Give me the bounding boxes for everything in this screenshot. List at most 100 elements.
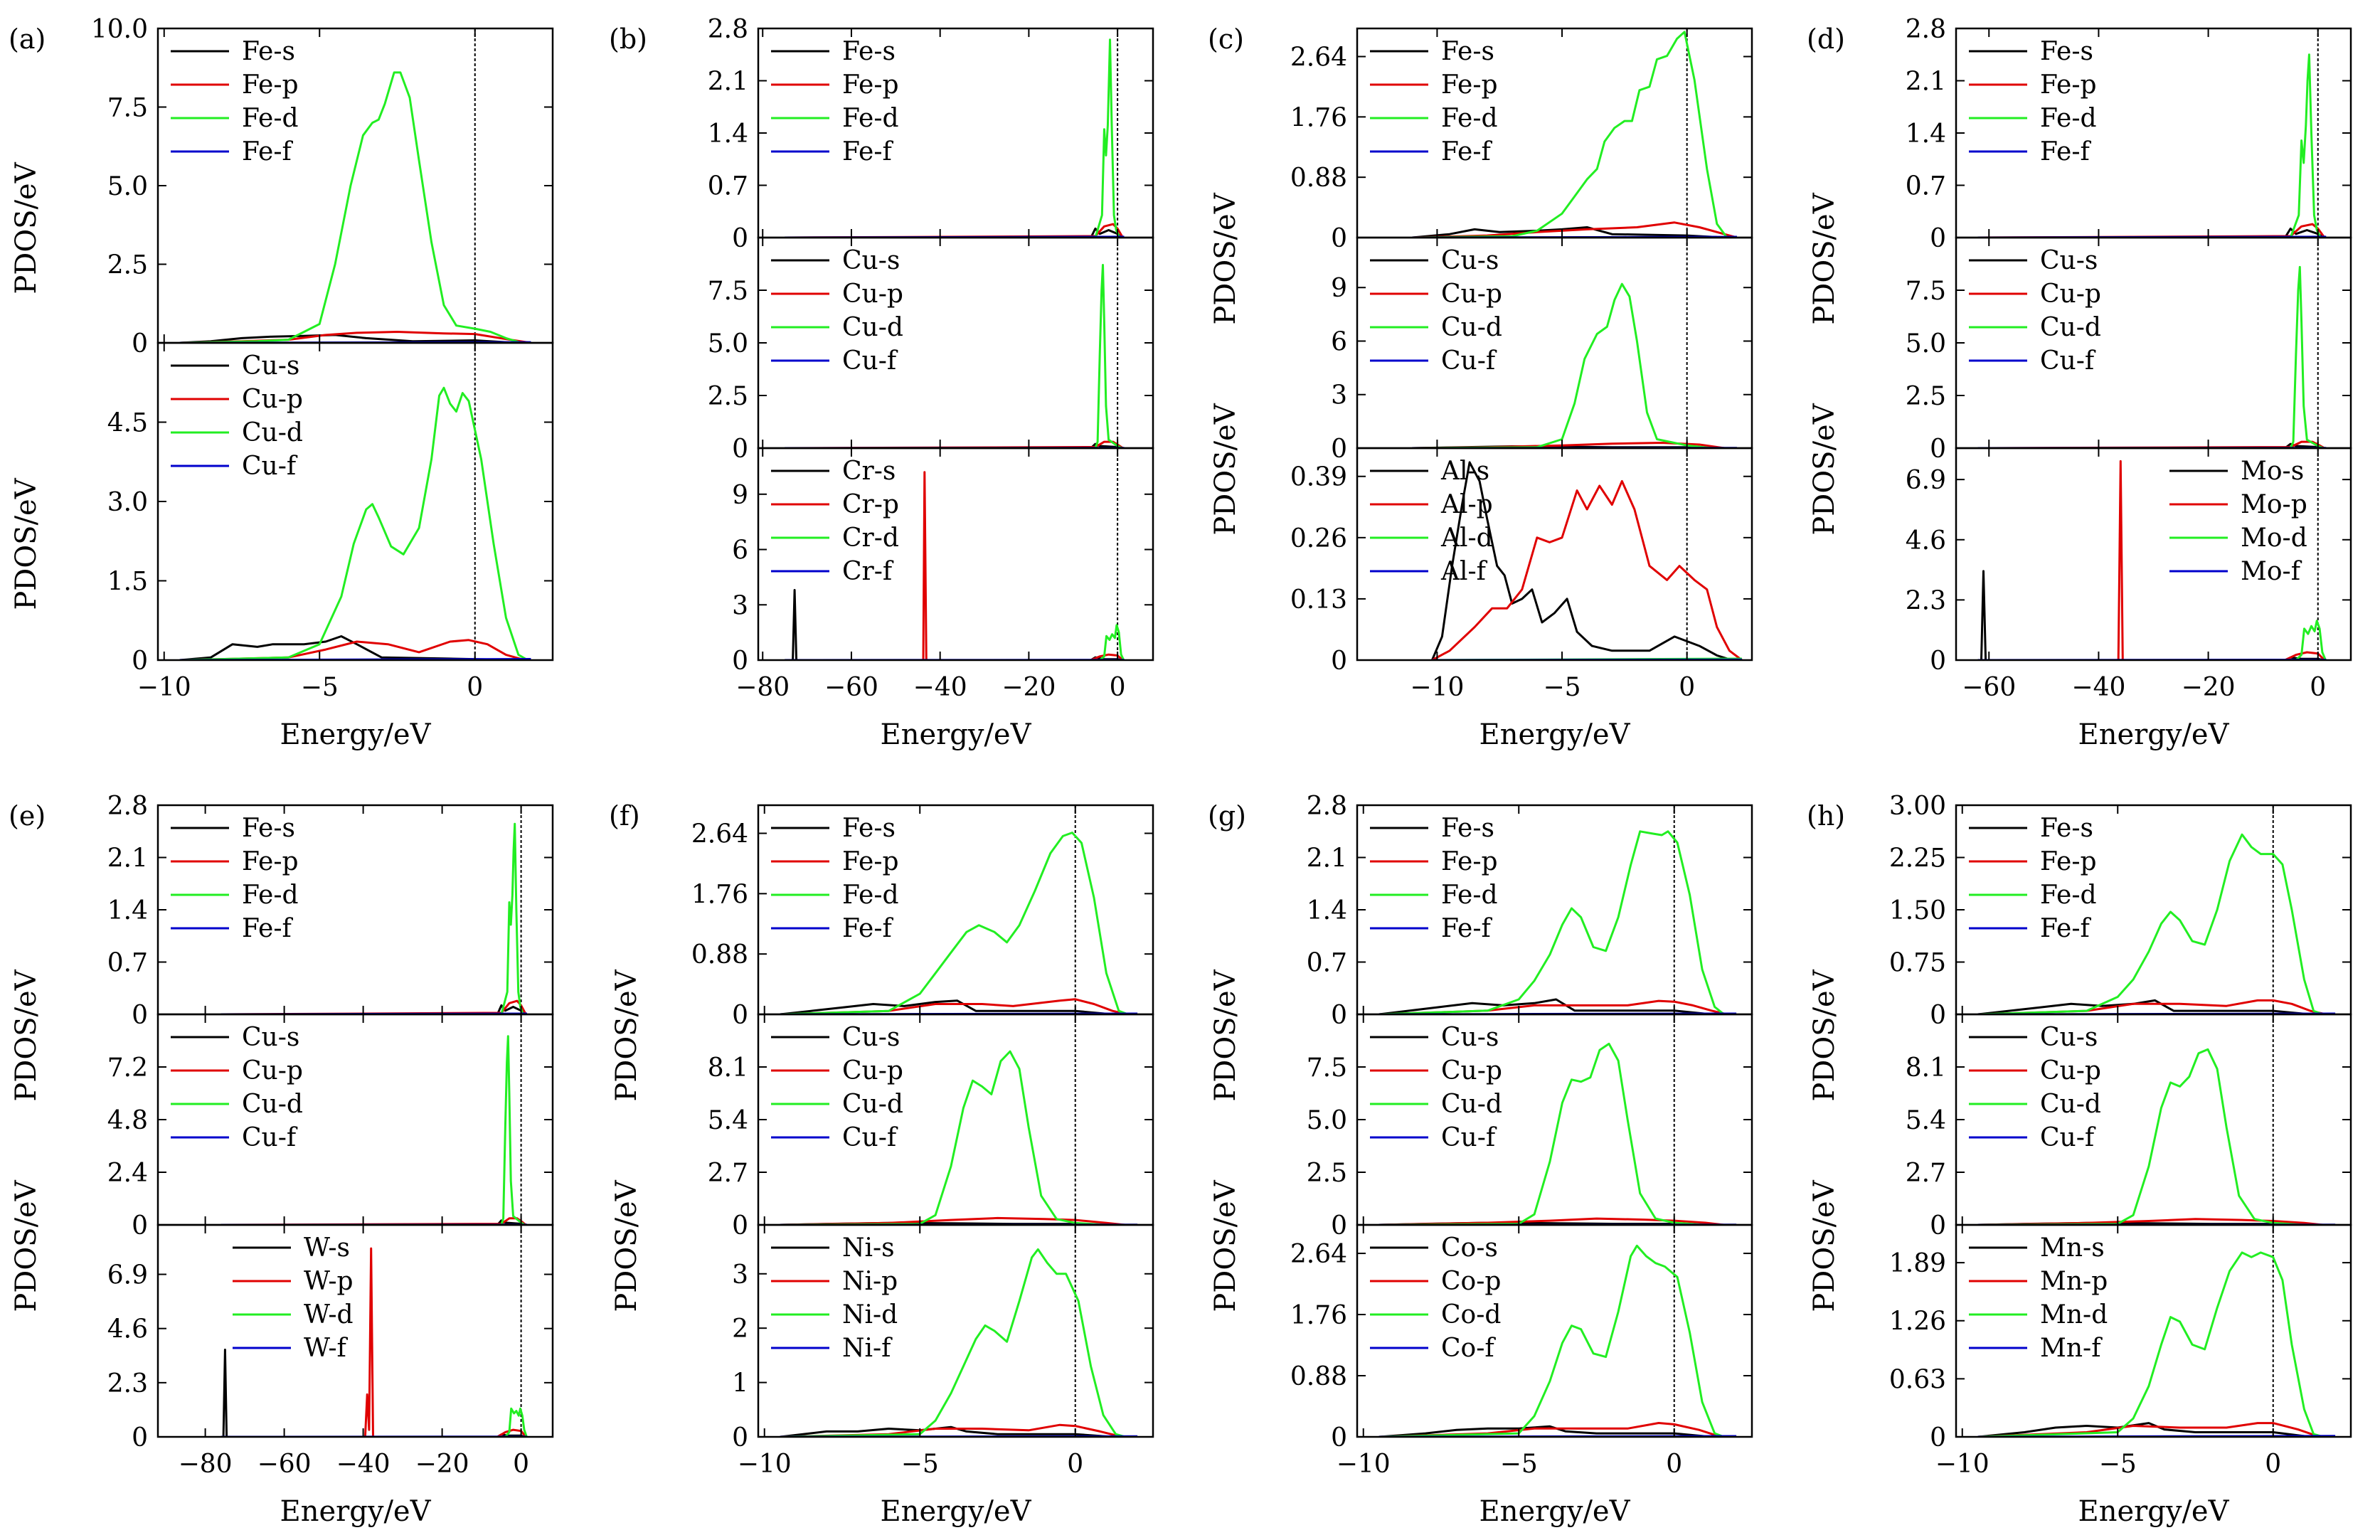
legend-label: Cu-f [242, 452, 298, 481]
subplot-frame [156, 804, 554, 1016]
y-tick-label: 5.4 [708, 1106, 748, 1135]
panel-label: (d) [1807, 23, 1845, 55]
legend-label: Mo-p [2241, 490, 2307, 519]
subplot-al: 0 0.13 0.26 0.39 Al-s Al-p Al-d Al-f [1290, 447, 1753, 676]
y-tick-label: 5.4 [1906, 1106, 1946, 1135]
subplot-frame [1955, 447, 2352, 662]
y-axis-label: PDOS/eV [1209, 403, 1242, 535]
y-axis-label: PDOS/eV [610, 969, 643, 1101]
subplot-fe: 0 0.7 1.4 2.1 2.8 Fe-s Fe-p Fe-d Fe-f [1906, 15, 2352, 253]
legend-label: Mo-s [2241, 457, 2304, 486]
y-axis-label: PDOS/eV [10, 477, 43, 610]
subplot-mn: 0 0.63 1.26 1.89 Mn-s Mn-p Mn-d Mn-f [1889, 1223, 2352, 1453]
y-tick-label: 0 [132, 1001, 148, 1030]
series-line-fe-d [221, 822, 524, 1014]
legend-label: Cr-s [842, 457, 896, 486]
series-line-cu-d [1412, 282, 1712, 448]
subplot-frame [156, 27, 554, 344]
subplot-fe: 0 0.7 1.4 2.1 2.8 Fe-s Fe-p Fe-d Fe-f [708, 15, 1154, 253]
y-tick-label: 0 [1331, 1423, 1347, 1453]
series-line-fe-p [1378, 999, 1728, 1014]
x-tick-label: −10 [1935, 1450, 1989, 1479]
y-tick-label: 0 [132, 329, 148, 359]
series-line-fe-p [1977, 223, 2326, 238]
series-line-al-p [1431, 479, 1743, 660]
legend-label: Fe-p [242, 70, 299, 100]
y-tick-label: 5.0 [708, 329, 748, 359]
legend-label: Cu-s [1441, 1023, 1499, 1052]
legend-label: Fe-f [242, 914, 293, 943]
subplot-frame [757, 804, 1154, 1016]
legend-label: Fe-s [842, 37, 896, 66]
legend-label: Cu-f [2040, 1123, 2096, 1152]
subplot-cr: 0 3 6 9 Cr-s Cr-p Cr-d Cr-f [732, 447, 1154, 676]
x-axis-label: Energy/eV [280, 718, 432, 751]
legend-label: Cu-d [2040, 313, 2101, 342]
subplot-mo: 0 2.3 4.6 6.9 Mo-s Mo-p Mo-d Mo-f [1906, 447, 2352, 676]
y-tick-label: 8.1 [708, 1053, 748, 1083]
series-line-cu-s [179, 635, 522, 660]
subplot-frame [1955, 1223, 2352, 1438]
y-tick-label: 2.8 [1307, 792, 1347, 821]
legend-label: Co-f [1441, 1334, 1496, 1363]
y-tick-label: 4.5 [107, 409, 148, 438]
y-tick-label: 2.7 [1906, 1159, 1946, 1188]
y-axis-label: PDOS/eV [1209, 1179, 1242, 1312]
x-tick-label: −60 [257, 1450, 312, 1479]
legend-label: Cu-p [1441, 280, 1502, 309]
panel-label: (f) [609, 800, 640, 832]
y-tick-label: 2.64 [691, 820, 748, 849]
y-tick-label: 2.1 [1307, 844, 1347, 873]
y-tick-label: 2.1 [1906, 68, 1946, 97]
legend-label: W-d [304, 1300, 354, 1329]
y-tick-label: 0 [1331, 647, 1347, 676]
y-tick-label: 3 [1331, 381, 1347, 410]
x-axis-label: Energy/eV [1479, 718, 1631, 751]
legend-label: Fe-s [2040, 814, 2093, 843]
legend-label: Fe-d [2040, 104, 2097, 133]
legend-label: Cu-p [842, 1056, 903, 1085]
series-line-fe-p [1412, 221, 1738, 238]
y-axis-label: PDOS/eV [10, 969, 43, 1101]
y-axis-label: PDOS/eV [1209, 969, 1242, 1101]
legend-label: Cu-d [842, 1090, 903, 1119]
legend-label: Cu-p [242, 1056, 303, 1085]
panel-label: (h) [1807, 800, 1845, 832]
y-tick-label: 2.1 [708, 68, 748, 97]
legend-label: W-s [304, 1233, 350, 1263]
y-tick-label: 2.3 [107, 1369, 148, 1398]
y-tick-label: 6 [1331, 327, 1347, 356]
y-tick-label: 0.13 [1290, 585, 1347, 615]
series-line-mn-d [1977, 1251, 2324, 1437]
y-tick-label: 1.4 [107, 896, 148, 925]
panel-e: (e) 0 0.7 1.4 2.1 2.8 Fe-s Fe-p Fe-d Fe-f 0 2.4 4.8 7… [9, 792, 554, 1528]
x-tick-label: −5 [1500, 1450, 1538, 1479]
panel-g: (g) 0 0.7 1.4 2.1 2.8 Fe-s Fe-p Fe-d Fe-f 0 2.5 5.0 7… [1208, 792, 1753, 1528]
series-line-fe-d [785, 38, 1121, 238]
series-line-cr-d [785, 624, 1125, 660]
legend-label: Cu-d [242, 1090, 303, 1119]
legend-label: Fe-f [2040, 137, 2091, 166]
legend-label: Co-d [1441, 1300, 1501, 1329]
legend-label: Co-s [1441, 1233, 1498, 1263]
y-tick-label: 6.9 [1906, 466, 1946, 495]
subplot-frame [757, 1223, 1154, 1438]
series-line-fe-d [780, 832, 1129, 1014]
legend-label: Fe-f [242, 137, 293, 166]
x-tick-label: −20 [2182, 673, 2236, 702]
legend-label: Cu-s [2040, 1023, 2098, 1052]
x-tick-label: −5 [1543, 673, 1581, 702]
legend-label: Fe-d [1441, 881, 1498, 910]
x-tick-label: 0 [2310, 673, 2326, 702]
y-tick-label: 0 [132, 1211, 148, 1241]
legend-label: Cu-p [242, 385, 303, 414]
legend-label: Ni-f [842, 1334, 893, 1363]
subplot-cu: 0 3 6 9 Cu-s Cu-p Cu-d Cu-f [1331, 236, 1753, 464]
x-tick-label: −40 [2071, 673, 2125, 702]
legend-label: Fe-f [1441, 137, 1492, 166]
series-line-w-p [221, 1247, 527, 1437]
y-tick-label: 3.00 [1889, 792, 1946, 821]
y-axis-label: PDOS/eV [1209, 192, 1242, 324]
subplot-frame [1955, 1013, 2352, 1226]
y-tick-label: 0.7 [107, 949, 148, 978]
